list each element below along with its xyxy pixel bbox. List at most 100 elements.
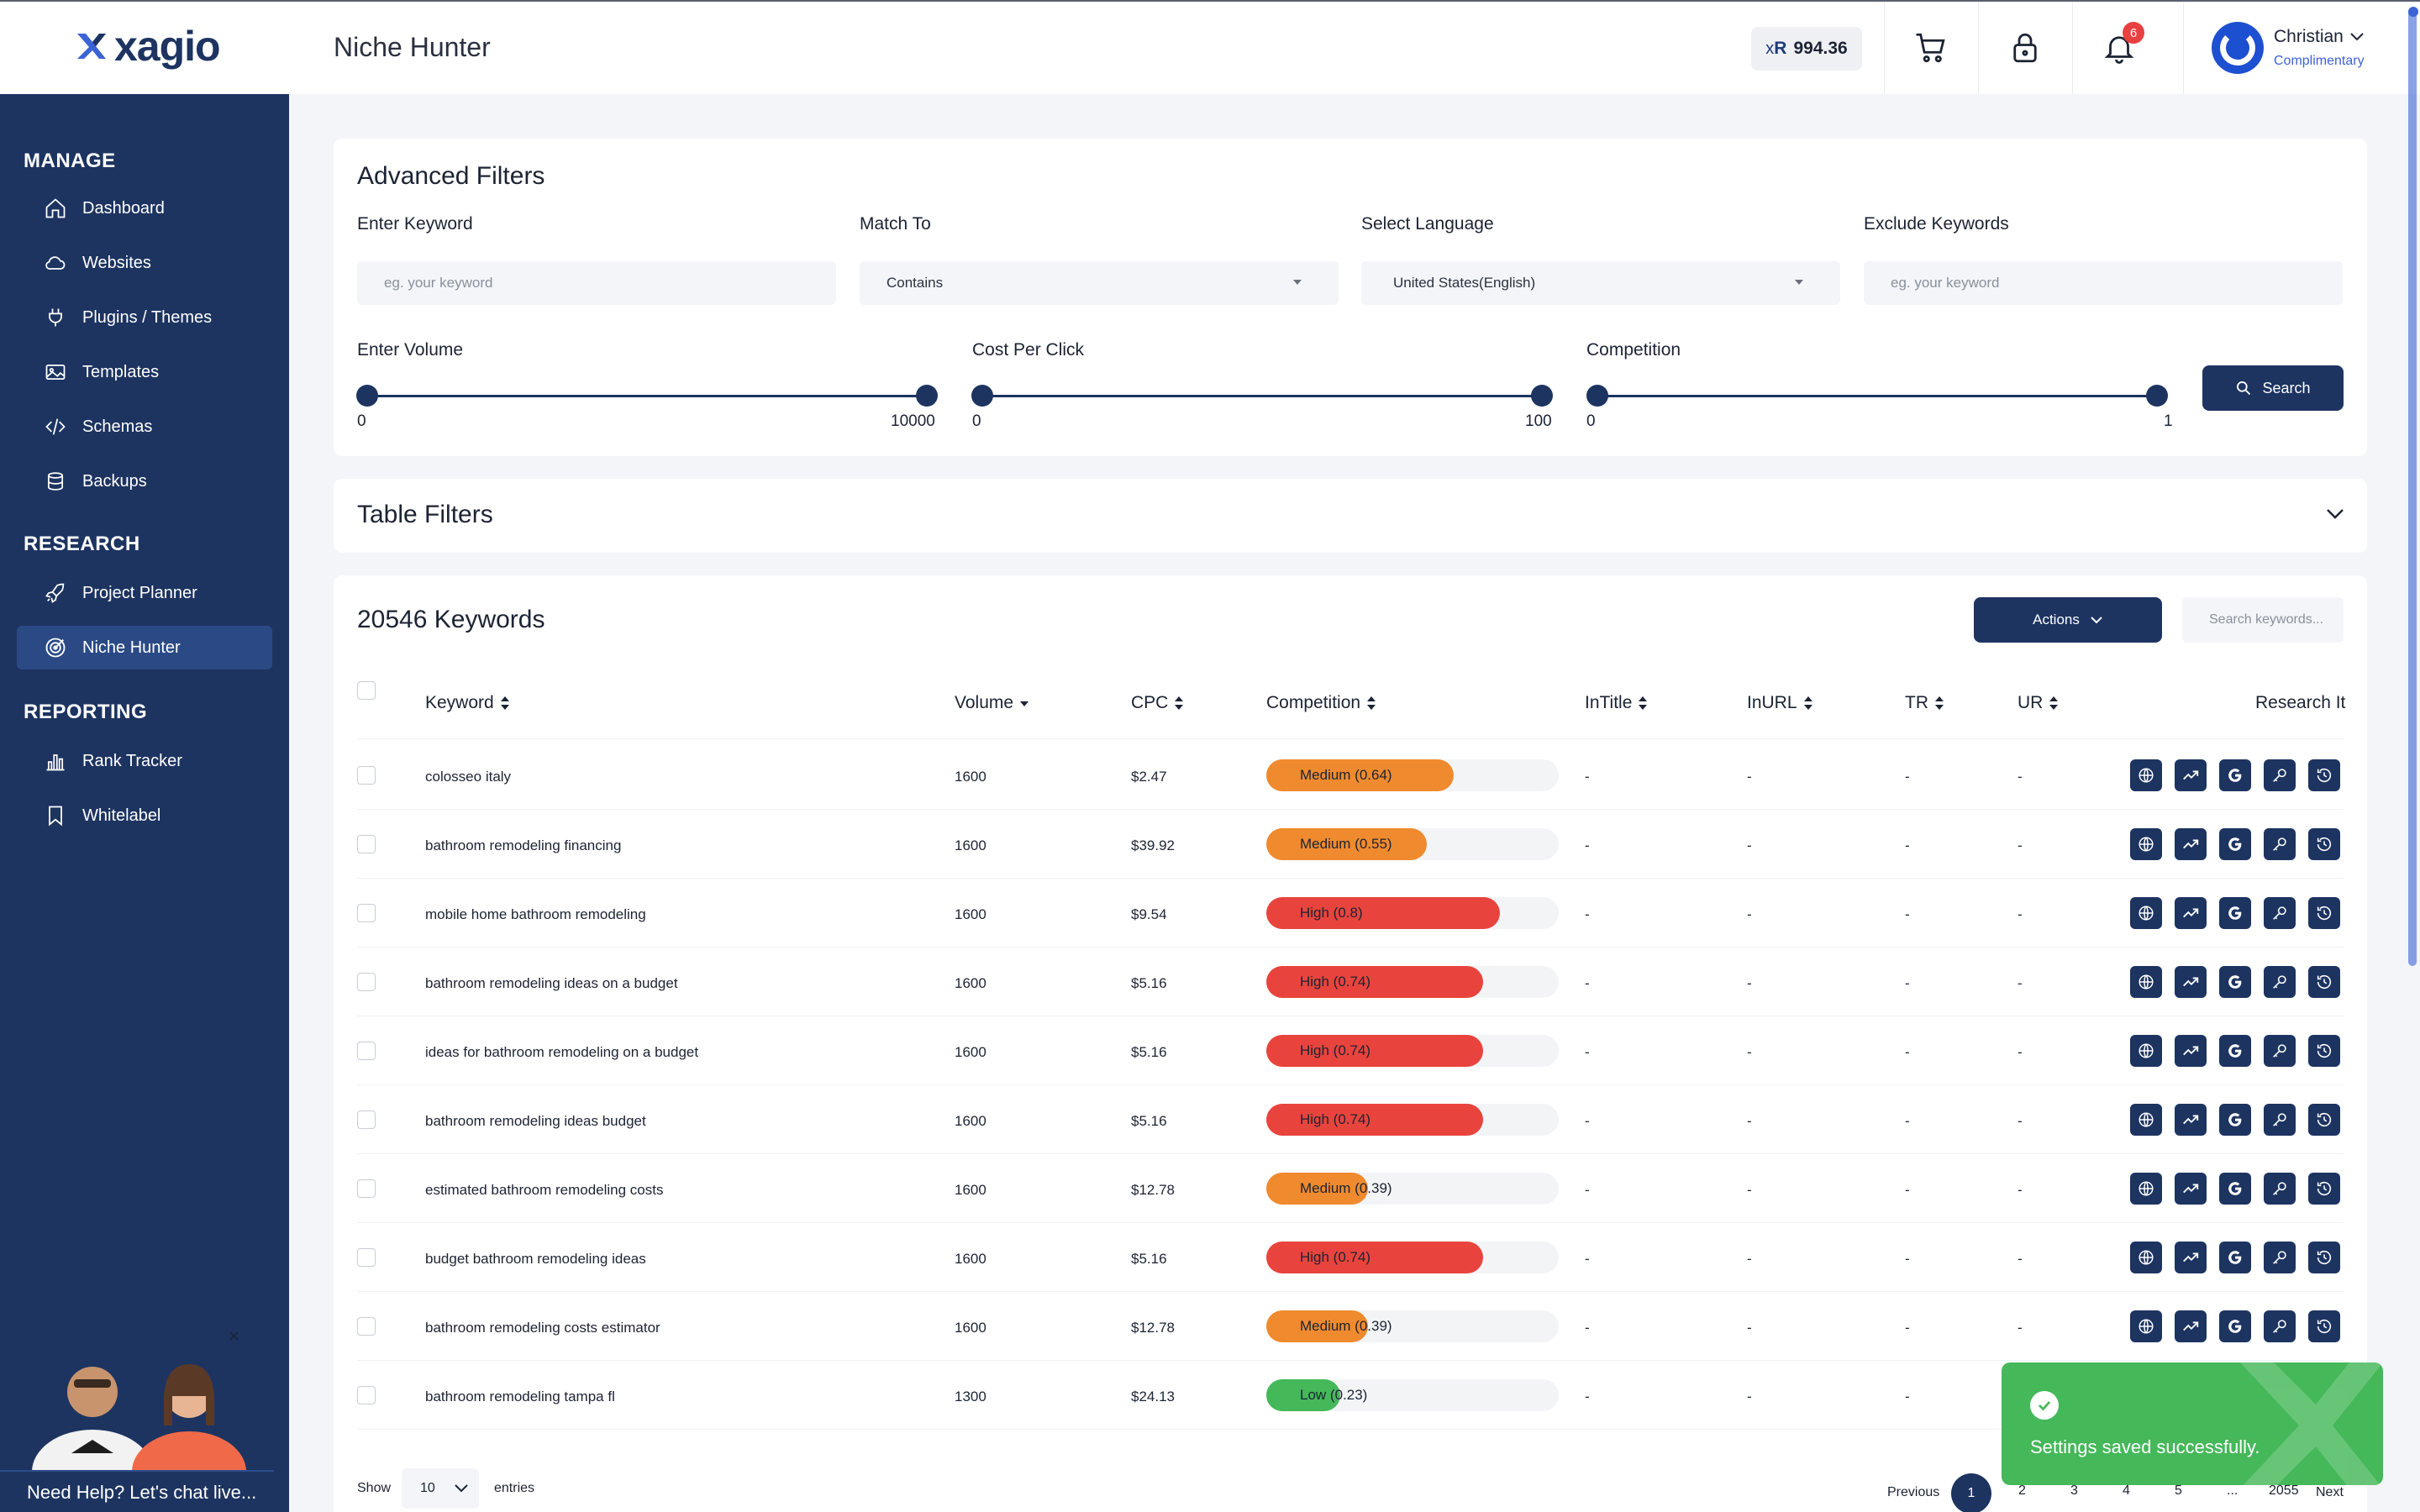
history-research-button[interactable] xyxy=(2308,966,2340,998)
google-research-button[interactable] xyxy=(2219,1242,2251,1273)
entries-per-page-select[interactable]: 10 xyxy=(402,1468,479,1509)
google-research-button[interactable] xyxy=(2219,897,2251,929)
row-checkbox[interactable] xyxy=(357,1179,376,1198)
globe-research-button[interactable] xyxy=(2130,759,2162,791)
search-button[interactable]: Search xyxy=(2202,365,2344,411)
row-checkbox[interactable] xyxy=(357,973,376,991)
globe-research-button[interactable] xyxy=(2130,1242,2162,1273)
close-icon[interactable]: × xyxy=(229,1326,239,1347)
trend-research-button[interactable] xyxy=(2175,759,2207,791)
sidebar-item-dashboard[interactable]: Dashboard xyxy=(17,186,272,230)
pagination-page-last[interactable]: 2055 xyxy=(2269,1483,2299,1498)
sidebar-item-websites[interactable]: Websites xyxy=(17,241,272,285)
search-keywords-input[interactable] xyxy=(2182,597,2344,643)
cpc-slider-track[interactable] xyxy=(982,395,1542,397)
sidebar-item-backups[interactable]: Backups xyxy=(17,459,272,503)
keyword-input[interactable] xyxy=(357,261,836,305)
column-header-tr[interactable]: TR xyxy=(1905,693,1945,713)
sidebar-item-templates[interactable]: Templates xyxy=(17,350,272,394)
pagination-page[interactable]: 2 xyxy=(2018,1483,2026,1498)
balance-badge[interactable]: xR 994.36 xyxy=(1751,27,1862,71)
pagination-page-current[interactable]: 1 xyxy=(1951,1473,1991,1512)
trend-research-button[interactable] xyxy=(2175,897,2207,929)
pagination-previous[interactable]: Previous xyxy=(1887,1485,1940,1499)
trend-research-button[interactable] xyxy=(2175,1242,2207,1273)
user-menu[interactable]: Christian xyxy=(2274,27,2365,47)
sidebar-item-schemas[interactable]: Schemas xyxy=(17,405,272,449)
google-research-button[interactable] xyxy=(2219,966,2251,998)
globe-research-button[interactable] xyxy=(2130,828,2162,860)
google-research-button[interactable] xyxy=(2219,1173,2251,1205)
google-research-button[interactable] xyxy=(2219,1310,2251,1342)
row-checkbox[interactable] xyxy=(357,1248,376,1267)
key-research-button[interactable] xyxy=(2264,1310,2296,1342)
row-checkbox[interactable] xyxy=(357,1386,376,1404)
history-research-button[interactable] xyxy=(2308,1104,2340,1136)
google-research-button[interactable] xyxy=(2219,828,2251,860)
key-research-button[interactable] xyxy=(2264,1173,2296,1205)
pagination-page[interactable]: 5 xyxy=(2175,1483,2182,1498)
globe-research-button[interactable] xyxy=(2130,897,2162,929)
key-research-button[interactable] xyxy=(2264,1035,2296,1067)
sidebar-item-rank-tracker[interactable]: Rank Tracker xyxy=(17,739,272,783)
key-research-button[interactable] xyxy=(2264,966,2296,998)
google-research-button[interactable] xyxy=(2219,1104,2251,1136)
competition-slider-min-handle[interactable] xyxy=(1586,385,1608,407)
competition-slider-max-handle[interactable] xyxy=(2146,385,2168,407)
exclude-keywords-input[interactable] xyxy=(1864,261,2343,305)
live-chat-widget[interactable]: × Need Help? Let's chat live... xyxy=(0,1312,274,1512)
history-research-button[interactable] xyxy=(2308,1310,2340,1342)
language-select[interactable]: United States(English) xyxy=(1361,261,1840,305)
column-header-inurl[interactable]: InURL xyxy=(1747,693,1814,713)
google-research-button[interactable] xyxy=(2219,1035,2251,1067)
sidebar-item-project-planner[interactable]: Project Planner xyxy=(17,571,272,615)
row-checkbox[interactable] xyxy=(357,904,376,922)
volume-slider-min-handle[interactable] xyxy=(356,385,378,407)
volume-slider-max-handle[interactable] xyxy=(916,385,938,407)
history-research-button[interactable] xyxy=(2308,759,2340,791)
cart-icon[interactable] xyxy=(1910,27,1952,69)
history-research-button[interactable] xyxy=(2308,828,2340,860)
history-research-button[interactable] xyxy=(2308,1173,2340,1205)
history-research-button[interactable] xyxy=(2308,1242,2340,1273)
competition-slider-track[interactable] xyxy=(1597,395,2157,397)
column-header-cpc[interactable]: CPC xyxy=(1131,693,1185,713)
column-header-competition[interactable]: Competition xyxy=(1266,693,1377,713)
trend-research-button[interactable] xyxy=(2175,1104,2207,1136)
chevron-down-icon[interactable] xyxy=(2325,507,2345,521)
lock-icon[interactable] xyxy=(2004,27,2046,69)
row-checkbox[interactable] xyxy=(357,1042,376,1060)
row-checkbox[interactable] xyxy=(357,1110,376,1129)
avatar[interactable] xyxy=(2212,22,2264,74)
xagio-logo[interactable]: xagio xyxy=(74,25,221,67)
cpc-slider-max-handle[interactable] xyxy=(1531,385,1553,407)
key-research-button[interactable] xyxy=(2264,1104,2296,1136)
history-research-button[interactable] xyxy=(2308,1035,2340,1067)
column-header-intitle[interactable]: InTitle xyxy=(1585,693,1649,713)
sidebar-item-plugins-themes[interactable]: Plugins / Themes xyxy=(17,296,272,339)
trend-research-button[interactable] xyxy=(2175,966,2207,998)
trend-research-button[interactable] xyxy=(2175,1173,2207,1205)
bell-icon[interactable] xyxy=(2098,27,2140,69)
key-research-button[interactable] xyxy=(2264,1242,2296,1273)
table-filters-card[interactable]: Table Filters xyxy=(334,479,2367,553)
success-toast[interactable]: Settings saved successfully. xyxy=(2002,1362,2383,1485)
trend-research-button[interactable] xyxy=(2175,828,2207,860)
row-checkbox[interactable] xyxy=(357,766,376,785)
column-header-volume[interactable]: Volume xyxy=(955,693,1030,713)
page-scrollbar[interactable] xyxy=(2408,8,2417,966)
volume-slider-track[interactable] xyxy=(367,395,927,397)
google-research-button[interactable] xyxy=(2219,759,2251,791)
key-research-button[interactable] xyxy=(2264,759,2296,791)
chat-cta[interactable]: Need Help? Let's chat live... xyxy=(0,1470,274,1512)
globe-research-button[interactable] xyxy=(2130,1104,2162,1136)
pagination-page[interactable]: 3 xyxy=(2070,1483,2078,1498)
row-checkbox[interactable] xyxy=(357,835,376,853)
select-all-checkbox[interactable] xyxy=(357,681,376,700)
trend-research-button[interactable] xyxy=(2175,1035,2207,1067)
actions-dropdown-button[interactable]: Actions xyxy=(1974,597,2162,643)
key-research-button[interactable] xyxy=(2264,897,2296,929)
cpc-slider-min-handle[interactable] xyxy=(971,385,993,407)
pagination-page[interactable]: 4 xyxy=(2123,1483,2130,1498)
history-research-button[interactable] xyxy=(2308,897,2340,929)
